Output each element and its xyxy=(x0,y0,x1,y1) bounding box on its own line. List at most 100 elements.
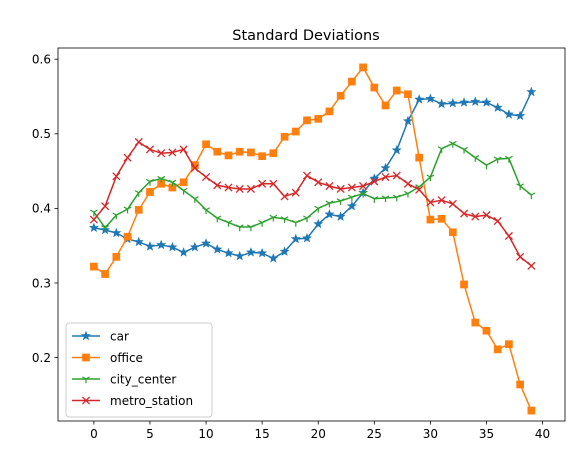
data-point xyxy=(303,117,310,124)
data-point xyxy=(146,188,153,195)
data-point xyxy=(483,327,490,334)
data-point xyxy=(528,407,535,414)
data-point xyxy=(202,239,211,248)
data-point xyxy=(505,156,512,162)
data-point xyxy=(460,281,467,288)
data-point xyxy=(438,215,445,222)
data-point xyxy=(259,153,266,160)
data-point xyxy=(258,248,267,257)
data-point xyxy=(214,148,221,155)
data-point xyxy=(281,193,288,200)
data-point xyxy=(449,229,456,236)
data-point xyxy=(382,102,389,109)
data-point xyxy=(112,228,121,237)
data-point xyxy=(516,111,525,120)
data-point xyxy=(202,173,209,180)
data-point xyxy=(359,64,366,71)
data-point xyxy=(426,94,435,103)
data-point xyxy=(504,110,513,119)
data-point xyxy=(415,95,424,104)
data-point xyxy=(292,189,299,196)
data-point xyxy=(315,206,322,212)
data-point xyxy=(90,263,97,270)
data-point xyxy=(528,193,535,199)
x-tick-label: 40 xyxy=(535,427,550,441)
data-point xyxy=(202,141,209,148)
x-tick-label: 5 xyxy=(146,427,154,441)
legend-label: metro_station xyxy=(110,394,193,408)
data-point xyxy=(393,87,400,94)
data-point xyxy=(471,97,480,106)
data-point xyxy=(135,206,142,213)
chart-title: Standard Deviations xyxy=(232,28,380,44)
x-tick-label: 0 xyxy=(90,427,98,441)
series-line-car xyxy=(94,92,531,258)
legend: car office city_center metro_station xyxy=(66,323,212,417)
data-point xyxy=(224,248,233,257)
y-tick-label: 0.5 xyxy=(32,127,51,141)
data-point xyxy=(528,262,535,269)
data-point xyxy=(303,172,310,179)
data-point xyxy=(482,98,491,107)
data-point xyxy=(157,240,166,249)
x-tick-label: 15 xyxy=(255,427,270,441)
data-point xyxy=(337,92,344,99)
data-point xyxy=(449,200,456,207)
data-point xyxy=(472,319,479,326)
legend-label: office xyxy=(110,351,143,365)
x-tick-label: 10 xyxy=(198,427,213,441)
x-tick-label: 35 xyxy=(479,427,494,441)
data-point xyxy=(326,108,333,115)
data-point xyxy=(236,148,243,155)
data-point xyxy=(213,245,222,254)
data-point xyxy=(517,253,524,260)
data-point xyxy=(113,253,120,260)
data-point xyxy=(247,149,254,156)
data-point xyxy=(438,147,445,153)
data-point xyxy=(90,216,97,223)
data-point xyxy=(113,173,120,180)
data-point xyxy=(124,233,131,240)
data-point xyxy=(315,179,322,186)
data-point xyxy=(517,381,524,388)
data-point xyxy=(404,91,411,98)
data-point xyxy=(371,197,378,203)
data-point xyxy=(348,78,355,85)
data-point xyxy=(179,248,188,257)
data-point xyxy=(527,87,536,96)
y-tick-label: 0.3 xyxy=(32,276,51,290)
data-point xyxy=(393,195,400,201)
data-point xyxy=(494,217,501,224)
data-point xyxy=(404,180,411,187)
data-point xyxy=(168,242,177,251)
data-point xyxy=(315,115,322,122)
data-point xyxy=(437,99,446,108)
legend-marker xyxy=(82,354,89,361)
y-tick-label: 0.4 xyxy=(32,202,51,216)
data-point xyxy=(246,248,255,257)
data-point xyxy=(392,145,401,154)
data-point xyxy=(494,346,501,353)
data-point xyxy=(427,216,434,223)
data-point xyxy=(236,225,243,231)
x-tick-label: 30 xyxy=(423,427,438,441)
data-point xyxy=(403,116,412,125)
data-point xyxy=(270,150,277,157)
data-point xyxy=(247,225,254,231)
series-car xyxy=(89,87,536,262)
legend-label: car xyxy=(110,329,129,343)
series-metro_station xyxy=(90,138,535,269)
data-point xyxy=(180,179,187,186)
data-point xyxy=(235,251,244,260)
data-point xyxy=(89,223,98,232)
data-point xyxy=(190,242,199,251)
data-point xyxy=(124,154,131,161)
data-point xyxy=(448,98,457,107)
data-point xyxy=(459,98,468,107)
data-point xyxy=(135,138,142,145)
x-tick-label: 20 xyxy=(311,427,326,441)
data-point xyxy=(371,84,378,91)
data-point xyxy=(102,270,109,277)
data-point xyxy=(292,128,299,135)
